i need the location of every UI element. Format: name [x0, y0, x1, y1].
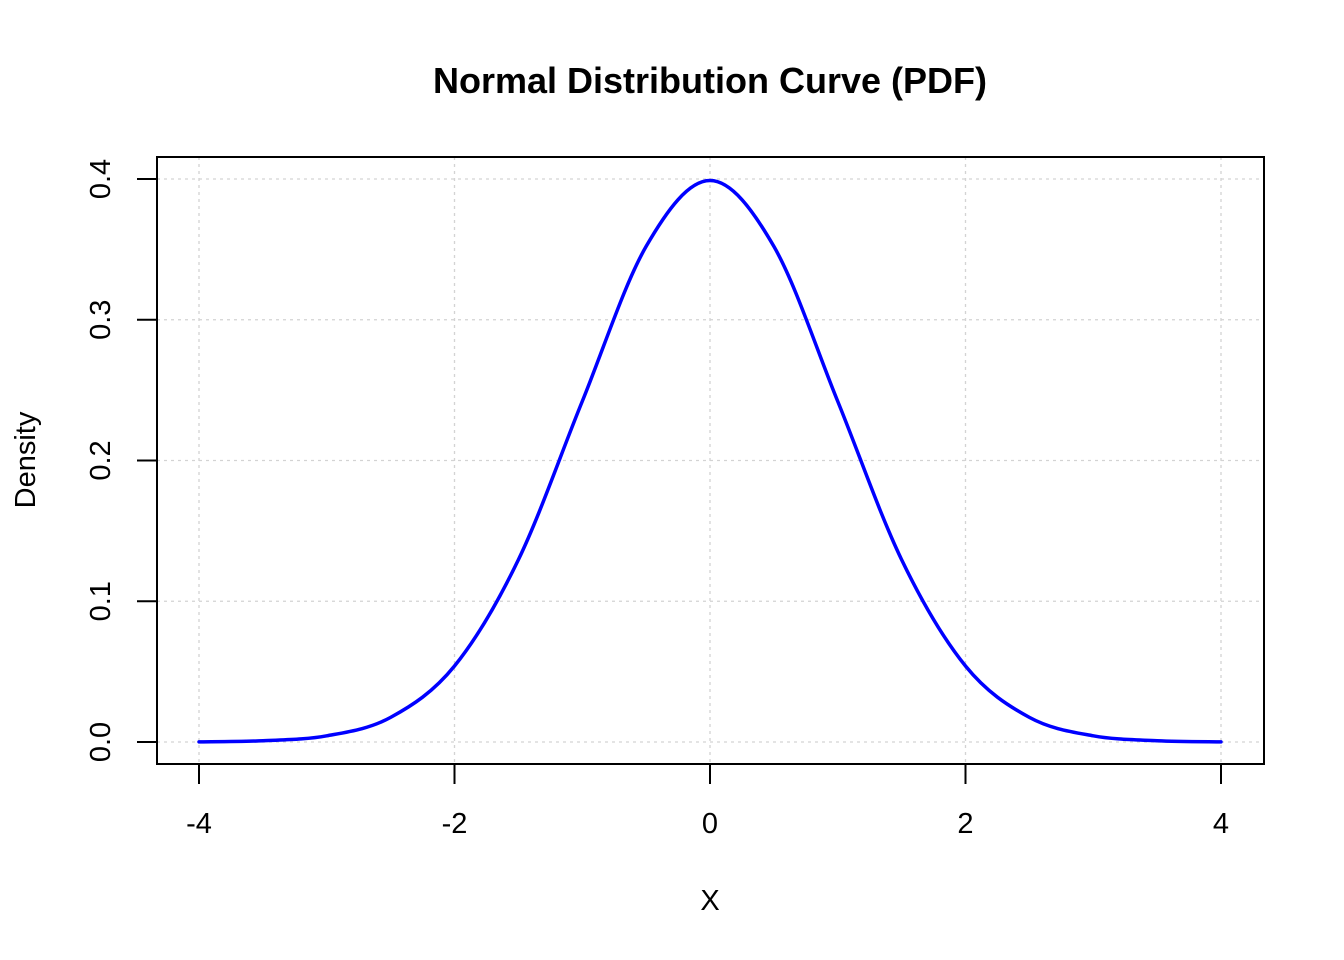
- y-tick-label: 0.4: [85, 159, 117, 199]
- y-tick-label: 0.1: [85, 581, 117, 621]
- y-tick-label: 0.3: [85, 300, 117, 340]
- y-axis-label: Density: [10, 411, 42, 508]
- y-tick-label: 0.0: [85, 722, 117, 762]
- series-line-0: [197, 178, 1223, 744]
- chart-title: Normal Distribution Curve (PDF): [433, 60, 987, 101]
- series-curve: [197, 178, 1223, 744]
- x-tick-label: 4: [1213, 808, 1229, 840]
- x-tick-label: 2: [957, 808, 973, 840]
- grid-lines: [157, 157, 1264, 764]
- x-axis: -4 -2 0 2 4: [186, 764, 1229, 840]
- x-tick-label: 0: [702, 808, 718, 840]
- x-tick-label: -2: [442, 808, 468, 840]
- x-tick-label: -4: [186, 808, 212, 840]
- y-axis: 0.0 0.1 0.2 0.3 0.4: [85, 159, 157, 762]
- y-tick-label: 0.2: [85, 440, 117, 480]
- x-axis-label: X: [700, 885, 719, 917]
